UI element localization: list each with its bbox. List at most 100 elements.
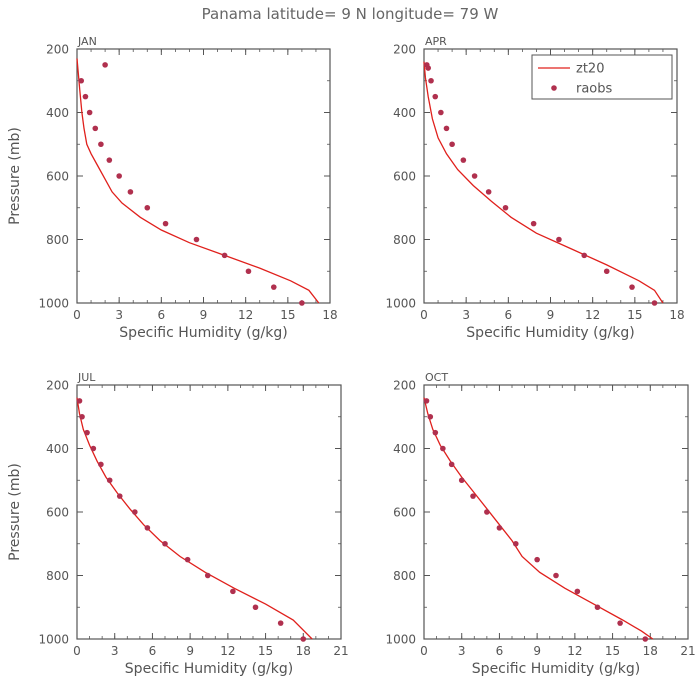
obs-point [432, 93, 439, 100]
obs-point [193, 236, 200, 243]
obs-point [90, 445, 97, 452]
y-tick-label: 600 [46, 170, 69, 184]
obs-point [106, 477, 113, 484]
chart-panel-oct: 0 3 6 9 12 15 18 21 200 400 600 800 1000 OCT Specific … [385, 371, 695, 677]
panel-label: JUL [77, 371, 96, 384]
x-tick-label: 3 [115, 308, 123, 322]
obs-point [106, 157, 113, 163]
figure-title: Panama latitude= 9 N longitude= 79 W [202, 5, 499, 23]
model-profile-line [76, 58, 320, 304]
x-tick-label: 18 [322, 308, 337, 322]
x-tick-label: 9 [200, 308, 208, 322]
obs-point [84, 429, 90, 436]
x-tick-label: 9 [186, 644, 194, 658]
y-axis-label: Pressure (mb) [7, 463, 23, 561]
x-tick-label: 6 [149, 644, 157, 658]
x-axis-label: Specific Humidity (g/kg) [125, 661, 293, 677]
x-tick-label: 15 [627, 308, 642, 322]
x-tick-label: 15 [605, 644, 620, 658]
obs-point [534, 556, 540, 563]
x-tick-label: 12 [220, 644, 235, 658]
y-tick-label: 800 [46, 569, 69, 583]
x-tick-label: 12 [238, 308, 253, 322]
obs-point [440, 445, 446, 452]
obs-point [92, 125, 99, 132]
obs-point [651, 300, 658, 306]
panel-label: JAN [77, 35, 97, 48]
obs-point [427, 413, 434, 420]
obs-point [502, 204, 509, 211]
x-tick-label: 0 [420, 644, 428, 658]
obs-point [82, 93, 89, 100]
obs-point [102, 62, 108, 68]
y-tick-label: 400 [393, 442, 416, 456]
legend-entry-label: zt20 [576, 62, 604, 77]
obs-point [448, 461, 455, 468]
x-tick-label: 15 [258, 644, 273, 658]
obs-point [460, 157, 467, 163]
legend-entry-label: raobs [576, 82, 613, 97]
obs-point [496, 525, 503, 531]
y-tick-label: 800 [46, 233, 69, 247]
obs-point [252, 604, 259, 611]
y-tick-label: 400 [46, 442, 69, 456]
obs-point [270, 284, 277, 290]
x-axis-label: Specific Humidity (g/kg) [119, 325, 287, 341]
x-tick-label: 18 [643, 644, 658, 658]
x-tick-label: 15 [280, 308, 295, 322]
x-tick-label: 12 [567, 644, 582, 658]
x-tick-label: 0 [73, 644, 81, 658]
y-tick-label: 1000 [38, 297, 69, 311]
obs-point [428, 77, 434, 84]
obs-point [471, 173, 478, 179]
x-tick-label: 12 [585, 308, 600, 322]
chart-panel-jan: 0 3 6 9 12 15 18 200 400 600 800 1000 JAN Specific Hu… [7, 35, 338, 341]
x-tick-label: 6 [496, 644, 504, 658]
plot-frame [76, 48, 331, 304]
x-tick-label: 3 [111, 644, 119, 658]
obs-point [603, 268, 610, 275]
panel-label: OCT [425, 371, 448, 384]
obs-point [556, 236, 562, 243]
y-tick-label: 800 [393, 233, 416, 247]
obs-point [449, 141, 455, 148]
obs-point [299, 300, 305, 306]
obs-point [485, 189, 492, 195]
obs-point [443, 125, 450, 132]
plot-frame [423, 384, 689, 640]
obs-point [574, 588, 581, 595]
obs-point [144, 525, 151, 531]
legend: zt20 raobs [531, 54, 673, 100]
obs-point [116, 173, 122, 179]
x-tick-label: 21 [333, 644, 348, 658]
plot-frame [76, 384, 342, 640]
obs-point [204, 572, 211, 579]
y-tick-label: 1000 [38, 633, 69, 647]
x-tick-label: 18 [669, 308, 684, 322]
obs-point [79, 413, 85, 420]
obs-point [512, 540, 519, 547]
y-tick-label: 600 [393, 170, 416, 184]
obs-point [86, 109, 93, 116]
obs-point [221, 252, 228, 259]
obs-point [438, 109, 444, 116]
obs-point [78, 77, 85, 84]
y-tick-label: 600 [46, 506, 69, 520]
legend-point-swatch [551, 85, 557, 91]
obs-point [530, 220, 537, 227]
obs-point [98, 461, 104, 468]
model-profile-line [423, 397, 654, 640]
obs-point [230, 588, 236, 595]
obs-point [581, 252, 588, 259]
obs-point [300, 636, 307, 642]
x-tick-label: 6 [505, 308, 513, 322]
obs-point [553, 572, 559, 579]
y-tick-label: 400 [46, 106, 69, 120]
obs-point [470, 493, 476, 499]
obs-point [425, 65, 432, 71]
obs-point [132, 509, 138, 515]
obs-point [144, 204, 151, 211]
obs-point [245, 268, 252, 275]
